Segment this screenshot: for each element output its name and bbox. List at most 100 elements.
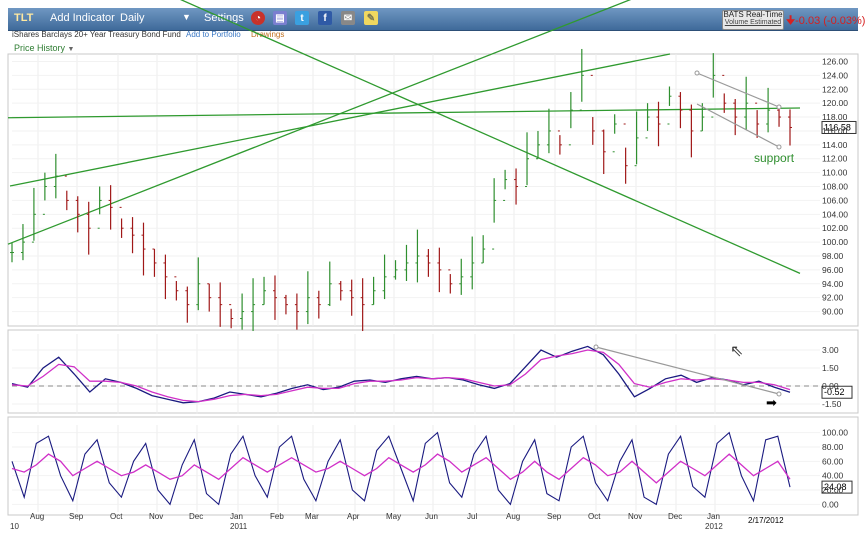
price-layer: 116.58	[7, 0, 857, 332]
x-year-label: 2011	[230, 522, 248, 531]
last-value-box	[821, 480, 853, 494]
y-tick-label: 96.00	[822, 265, 844, 275]
y-tick-label: 102.00	[822, 223, 848, 233]
close-icon[interactable]: X	[14, 422, 25, 433]
y-tick-label: 124.00	[822, 70, 848, 80]
y-tick-label: 100.00	[822, 428, 848, 438]
macd-label[interactable]: MACD 12 26	[31, 333, 83, 343]
facebook-icon[interactable]: f	[318, 11, 332, 25]
twitter-icon[interactable]: t	[295, 11, 309, 25]
close-icon[interactable]: X	[14, 333, 25, 344]
realtime-badge[interactable]: BATS Real-Time Volume Estimated	[722, 10, 784, 30]
x-tick-label: Aug	[30, 512, 44, 521]
grid	[12, 54, 820, 512]
x-year-label: 2012	[705, 522, 723, 531]
x-tick-label: Jan	[707, 512, 720, 521]
y-tick-label: 122.00	[822, 84, 848, 94]
note-icon[interactable]: ✎	[364, 11, 378, 25]
add-portfolio-link[interactable]: Add to Portfolio	[186, 30, 241, 39]
price-history-label[interactable]: Price History	[14, 43, 66, 53]
price-change: 🠋-0.03 (-0.03%)	[786, 12, 865, 31]
y-tick-label: 126.00	[822, 56, 848, 66]
macd-trendline	[595, 346, 780, 395]
macd-series-line	[11, 345, 791, 404]
chevron-down-icon[interactable]: ▼	[182, 12, 191, 22]
channel-line	[7, 107, 801, 119]
price-panel-label[interactable]: Price History ▼	[14, 43, 74, 53]
chevron-down-icon[interactable]: ▼	[67, 46, 75, 53]
stoch-ma-line	[11, 453, 791, 484]
y-tick-label: 116.00	[822, 126, 848, 136]
x-tick-label: Apr	[347, 512, 360, 521]
y-tick-label: 20.00	[822, 485, 844, 495]
stoch-layer: 24.08	[11, 431, 853, 506]
x-tick-label: Jan	[230, 512, 243, 521]
last-value-label: -0.52	[824, 387, 845, 397]
drawings-link[interactable]: Drawings	[251, 30, 285, 39]
chevron-down-icon[interactable]: ▼	[107, 425, 118, 432]
down-arrow-icon: 🠋	[786, 15, 796, 27]
period-select[interactable]: Daily	[120, 12, 145, 24]
y-tick-label: 94.00	[822, 279, 844, 289]
y-tick-label: 1.50	[822, 363, 839, 373]
chevron-down-icon[interactable]: ▼	[183, 336, 193, 343]
x-year-label: 10	[10, 522, 19, 531]
y-tick-label: 60.00	[822, 456, 844, 466]
x-tick-label: Sep	[69, 512, 84, 521]
add-indicator-button[interactable]: Add Indicator	[50, 12, 115, 24]
y-tick-label: 108.00	[822, 182, 848, 192]
x-tick-label: Nov	[149, 512, 163, 521]
macd-layer: ➡ -0.52	[11, 344, 853, 410]
symbol-label[interactable]: TLT	[14, 12, 34, 24]
trendline-lower	[696, 103, 780, 148]
y-tick-label: 118.00	[822, 112, 848, 122]
x-tick-label: Jul	[467, 512, 477, 521]
x-tick-label: Dec	[668, 512, 682, 521]
y-tick-label: 92.00	[822, 293, 844, 303]
signal-label[interactable]: Exp Moving Average 9	[93, 333, 184, 343]
y-tick-label: 120.00	[822, 98, 848, 108]
settings-button[interactable]: Settings	[204, 12, 244, 24]
stoch-series-line	[11, 431, 791, 506]
x-tick-label: Aug	[506, 512, 520, 521]
x-tick-label: Mar	[305, 512, 319, 521]
ma-label[interactable]: Moving Average 8	[117, 422, 190, 432]
y-tick-label: 104.00	[822, 209, 848, 219]
x-tick-label: Jun	[425, 512, 438, 521]
y-tick-label: 100.00	[822, 237, 848, 247]
x-tick-label: May	[386, 512, 401, 521]
chevron-down-icon[interactable]: ▼	[82, 336, 94, 343]
toolbar: TLT Add Indicator Daily ▼ Settings ◔ ▤ t…	[8, 8, 865, 31]
y-tick-label: 110.00	[822, 168, 848, 178]
last-value-label: 24.08	[824, 482, 847, 492]
y-tick-label: 112.00	[822, 154, 848, 164]
stoch-label[interactable]: Stochastics RSI 21	[31, 422, 108, 432]
trendline-handle	[694, 70, 700, 76]
book-icon[interactable]: ▤	[273, 11, 287, 25]
x-tick-label: Sep	[547, 512, 562, 521]
security-name: iShares Barclays 20+ Year Treasury Bond …	[12, 30, 181, 39]
last-value-box	[821, 120, 857, 134]
y-tick-label: 0.00	[822, 381, 839, 391]
arrow-right-icon: ➡	[766, 395, 777, 410]
y-tick-label: 106.00	[822, 195, 848, 205]
trendline-handle	[593, 344, 599, 350]
trendline-handle	[776, 391, 782, 397]
last-value-box	[821, 385, 853, 399]
realtime-sub[interactable]: Volume Estimated	[724, 19, 782, 26]
realtime-label: BATS Real-Time	[723, 10, 783, 19]
y-tick-label: 90.00	[822, 307, 844, 317]
date-label: 2/17/2012	[748, 516, 784, 525]
y-tick-label: 0.00	[822, 499, 839, 509]
y-tick-label: 40.00	[822, 471, 844, 481]
cursor-pointer-icon: ⇖	[730, 343, 744, 360]
x-tick-label: Oct	[110, 512, 123, 521]
share-icon[interactable]: ✉	[341, 11, 355, 25]
change-text: -0.03 (-0.03%)	[795, 15, 866, 27]
support-annotation: support	[754, 151, 795, 165]
x-tick-label: Oct	[588, 512, 601, 521]
last-value-label: 116.58	[824, 122, 851, 132]
chevron-down-icon[interactable]: ▼	[189, 425, 199, 432]
alarm-clock-icon[interactable]: ◔	[251, 11, 265, 25]
